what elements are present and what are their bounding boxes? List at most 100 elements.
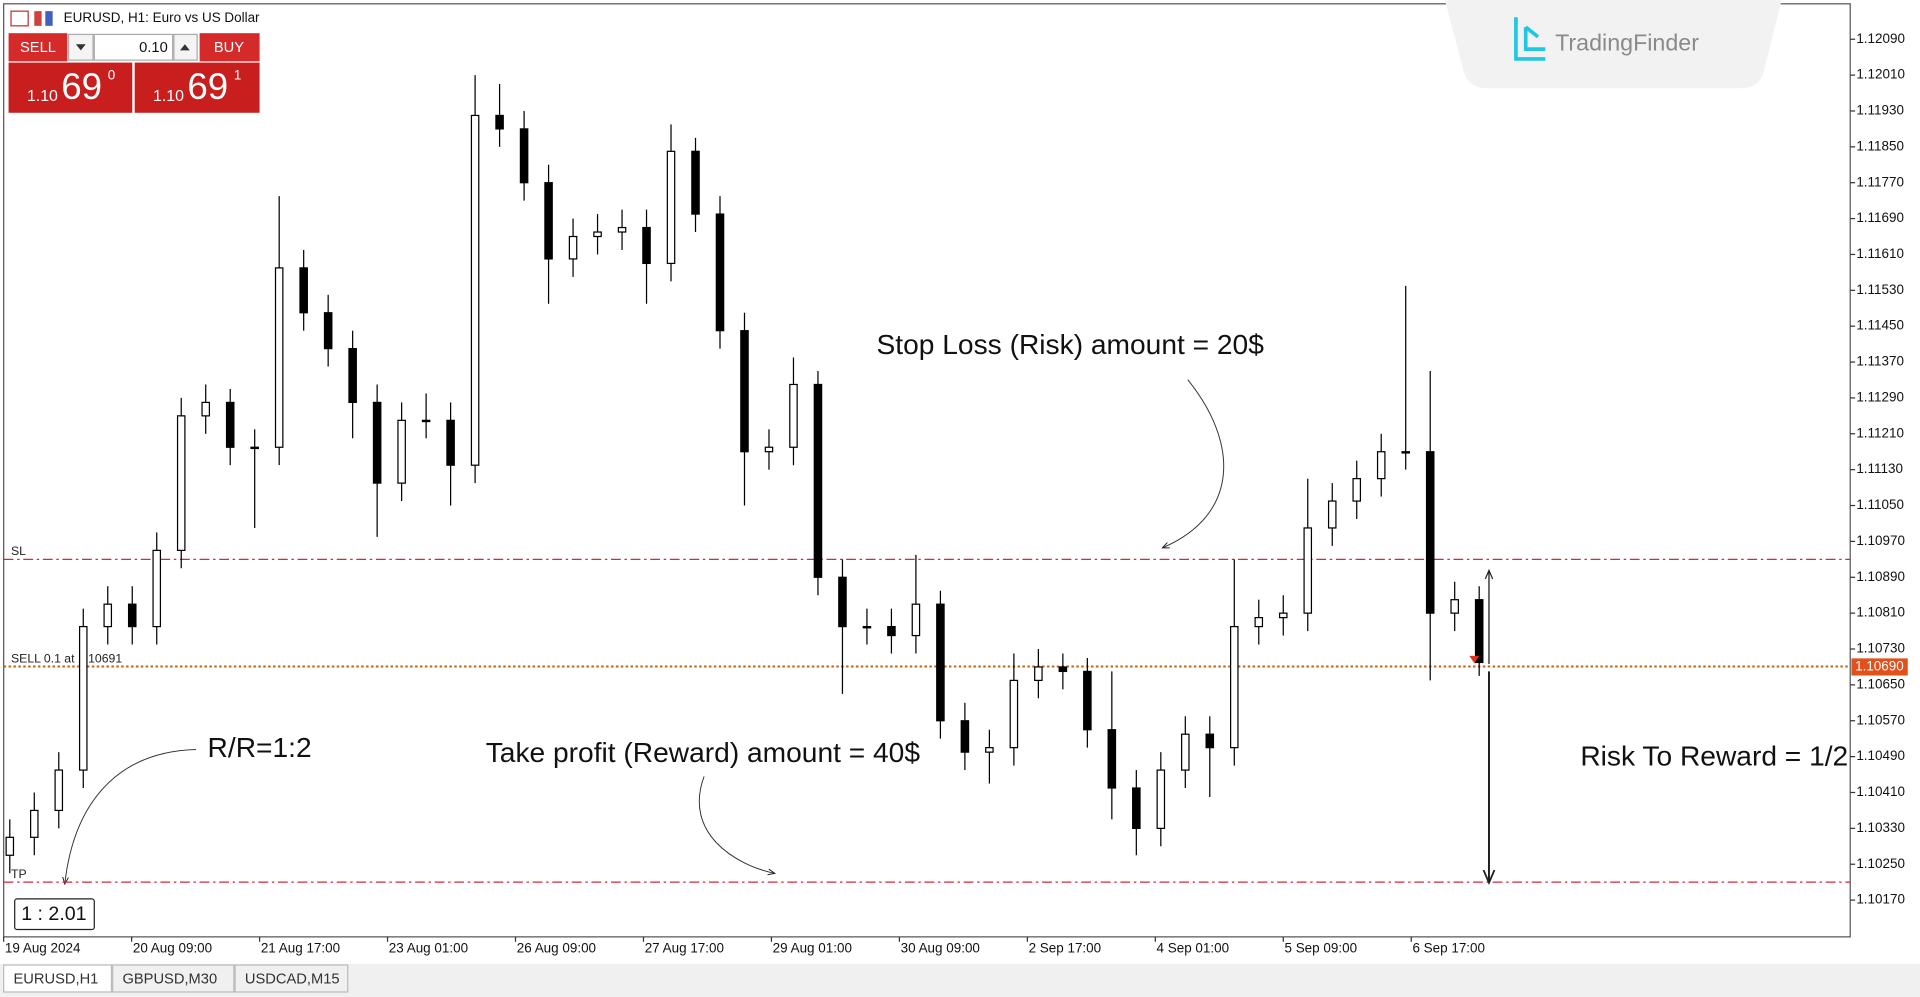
candle-body (1034, 666, 1043, 682)
tab[interactable] (3, 964, 113, 993)
logo-icon (1514, 17, 1546, 61)
candle-body (715, 213, 725, 332)
x-tick-label: 30 Aug 09:00 (901, 941, 980, 956)
y-tick-label: 1.11530 (1856, 282, 1904, 297)
y-tick-label: 1.11930 (1856, 103, 1904, 118)
candle-body (78, 625, 88, 771)
sell-price-sup: 0 (108, 68, 115, 83)
candle-body (421, 419, 431, 423)
y-tick-label: 1.10250 (1856, 856, 1905, 871)
buy-price-sup: 1 (234, 68, 241, 83)
candle-body (372, 401, 382, 484)
candle-body (1425, 451, 1435, 614)
y-tick-label: 1.10570 (1856, 712, 1905, 727)
sell-price-big: 69 (61, 66, 102, 107)
volume-field[interactable] (93, 33, 174, 61)
order-marker (1469, 655, 1480, 664)
candle-body (176, 415, 186, 551)
current-price-box (1851, 658, 1908, 676)
candle-body (323, 312, 333, 350)
y-tick-label: 1.11130 (1856, 461, 1903, 476)
volume-down-icon (75, 44, 86, 51)
volume-value: 0.10 (139, 40, 168, 56)
candle-body (838, 576, 847, 628)
x-tick-label: 23 Aug 01:00 (389, 941, 468, 956)
x-tick-label: 4 Sep 01:00 (1157, 941, 1230, 956)
candle-body (862, 625, 872, 629)
logo-text: TradingFinder (1555, 29, 1699, 55)
candle-body (936, 603, 945, 722)
candle-body (887, 625, 896, 637)
candle-body (446, 419, 455, 466)
level-label: TP (11, 867, 27, 881)
y-tick-label: 1.11290 (1856, 389, 1904, 404)
annotation-arrow (1163, 379, 1225, 548)
x-tick-label: 29 Aug 01:00 (773, 941, 852, 956)
level-label: SELL 0.1 at 1.10691 (11, 651, 122, 665)
candle-body (1230, 625, 1239, 749)
tab[interactable] (112, 964, 235, 993)
candle-body (225, 401, 235, 448)
candle-body (5, 836, 15, 856)
y-tick-label: 1.10170 (1856, 892, 1905, 907)
tab-label[interactable]: USDCAD,M15 (245, 972, 340, 988)
y-tick-label: 1.11370 (1856, 354, 1904, 369)
candle-body (1107, 729, 1117, 789)
candle-body (495, 114, 504, 130)
volume-down[interactable] (67, 33, 94, 61)
candle-body (1132, 787, 1141, 829)
y-tick-label: 1.10650 (1856, 676, 1905, 691)
x-tick-label: 19 Aug 2024 (5, 941, 81, 956)
tab-label[interactable]: GBPUSD,M30 (122, 972, 217, 988)
annotation: Risk To Reward = 1/2 (1580, 741, 1848, 772)
tab-label[interactable]: EURUSD,H1 (13, 972, 98, 988)
candle-body (642, 226, 651, 265)
candle-body (1058, 666, 1068, 673)
y-tick-label: 1.12010 (1856, 67, 1905, 82)
candle-body (1376, 451, 1386, 480)
candle-body (1083, 670, 1092, 731)
y-tick-label: 1.11610 (1856, 246, 1904, 261)
y-tick-label: 1.11050 (1856, 497, 1904, 512)
annotation-arrow (698, 776, 774, 873)
candle-body (274, 267, 284, 448)
candle-body (740, 330, 749, 453)
level-label: SL (11, 544, 26, 558)
volume-up-icon (180, 44, 190, 51)
y-tick-label: 1.10730 (1856, 641, 1905, 656)
header-icon (45, 11, 53, 26)
candle-body (617, 226, 627, 233)
x-tick-label: 20 Aug 09:00 (133, 941, 212, 956)
y-tick-label: 1.11450 (1856, 318, 1904, 333)
candle-body (201, 401, 210, 417)
sell-button[interactable] (8, 33, 68, 62)
buy-price-big: 69 (187, 66, 228, 107)
candle-body (1352, 478, 1362, 502)
candle-body (1009, 679, 1019, 749)
candle-body (1327, 500, 1337, 529)
x-tick-label: 26 Aug 09:00 (517, 941, 596, 956)
chart-title: EURUSD, H1: Euro vs US Dollar (64, 10, 260, 25)
candle-body (54, 769, 64, 812)
x-tick-label: 2 Sep 17:00 (1029, 941, 1102, 956)
sell-label[interactable]: SELL (20, 40, 56, 56)
tab[interactable] (234, 964, 349, 993)
candle-body (152, 549, 162, 628)
candle-body (960, 720, 970, 753)
buy-label[interactable]: BUY (214, 40, 244, 56)
ratio-label: 1 : 2.01 (21, 903, 86, 925)
candle-body (299, 267, 308, 314)
buy-button[interactable] (199, 33, 260, 62)
y-tick-label: 1.11210 (1856, 425, 1904, 440)
buy-price-box[interactable] (134, 62, 260, 113)
candle-body (103, 603, 113, 628)
candle-body (764, 446, 774, 453)
candle-body (1303, 527, 1313, 614)
plot-frame (3, 3, 1851, 938)
candle-body (544, 182, 553, 260)
y-tick-label: 1.10330 (1856, 820, 1905, 835)
logo-panel (1444, 0, 1782, 89)
sell-price-box[interactable] (8, 62, 133, 113)
